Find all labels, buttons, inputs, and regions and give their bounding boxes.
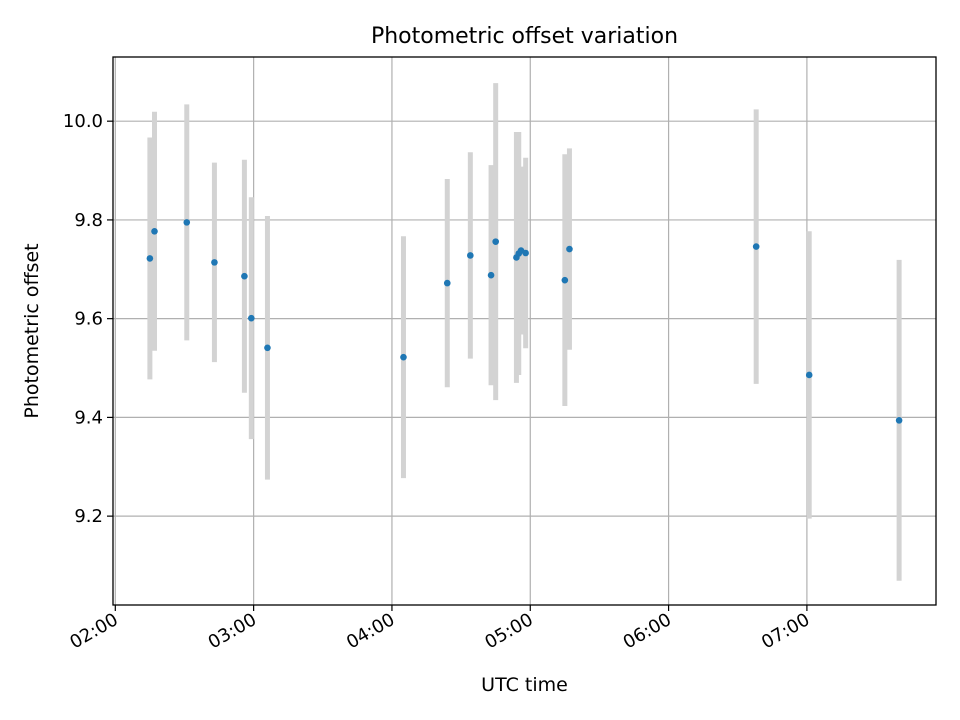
data-point bbox=[805, 371, 813, 379]
data-point bbox=[146, 255, 154, 262]
x-tick-label: 05:00 bbox=[481, 609, 536, 653]
y-tick-label: 9.4 bbox=[74, 407, 103, 428]
x-axis-label: UTC time bbox=[481, 674, 568, 696]
errorbars bbox=[147, 83, 902, 581]
y-axis: 9.2 9.4 9.6 9.8 10.0 bbox=[63, 111, 113, 527]
data-point bbox=[566, 245, 573, 253]
data-point bbox=[241, 272, 248, 280]
data-point bbox=[522, 249, 529, 257]
y-tick-label: 9.8 bbox=[74, 210, 103, 231]
plot-frame bbox=[112, 56, 937, 606]
y-tick-label: 9.6 bbox=[74, 309, 103, 330]
y-axis-label: Photometric offset bbox=[21, 243, 43, 418]
y-tick-label: 10.0 bbox=[63, 111, 103, 132]
data-point bbox=[183, 219, 191, 226]
data-point bbox=[561, 276, 569, 284]
y-tick-label: 9.2 bbox=[74, 506, 103, 527]
x-tick-label: 02:00 bbox=[66, 609, 121, 653]
x-axis: 02:00 03:00 04:00 05:00 06:00 07:00 bbox=[66, 605, 813, 653]
data-point bbox=[400, 353, 407, 361]
data-point bbox=[895, 417, 903, 424]
data-point bbox=[264, 344, 271, 352]
data-point bbox=[151, 227, 158, 235]
data-point bbox=[492, 238, 499, 245]
data-point bbox=[467, 252, 474, 259]
data-point bbox=[487, 271, 495, 279]
data-point bbox=[752, 243, 760, 250]
x-tick-label: 07:00 bbox=[758, 609, 813, 653]
x-tick-label: 06:00 bbox=[620, 609, 675, 653]
data-point bbox=[211, 259, 218, 266]
x-tick-label: 03:00 bbox=[205, 609, 260, 653]
x-tick-label: 04:00 bbox=[343, 609, 398, 653]
chart-title: Photometric offset variation bbox=[371, 24, 678, 49]
data-points bbox=[146, 219, 903, 424]
data-point bbox=[248, 314, 255, 322]
data-point bbox=[443, 279, 451, 287]
